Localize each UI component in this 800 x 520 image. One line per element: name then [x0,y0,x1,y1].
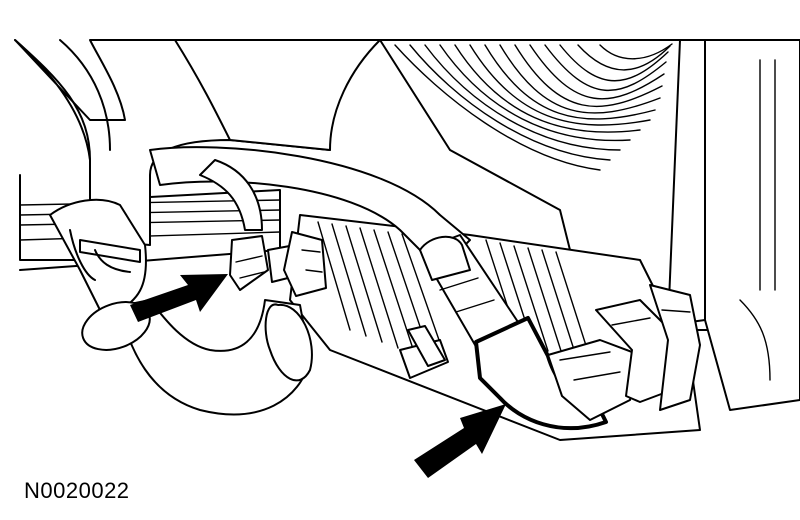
lower-line [419,234,521,351]
upper-fitting [229,231,327,297]
lower-elbow-fitting [474,284,701,431]
radiator-core [379,39,721,331]
lower-fitting-arrow [414,404,506,478]
shroud-panel [667,39,800,411]
lower-hose [49,198,313,416]
upper-fitting-arrow [130,274,228,322]
bracket-clamp [399,325,449,379]
upper-hoses [14,39,471,271]
upper-line [199,159,263,231]
arrow-icon [414,404,506,478]
arrow-icon [130,274,228,322]
figure-id-label: N0020022 [24,478,130,503]
